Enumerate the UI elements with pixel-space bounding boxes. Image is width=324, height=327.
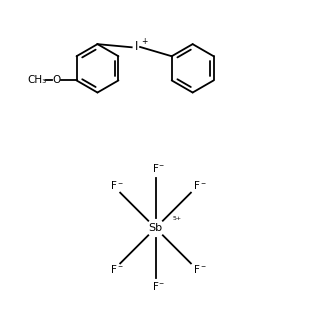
- Text: F: F: [153, 164, 158, 174]
- Text: O: O: [52, 76, 60, 85]
- Text: −: −: [159, 163, 164, 168]
- Text: −: −: [201, 180, 206, 185]
- Text: −: −: [117, 180, 122, 185]
- Text: Sb: Sb: [148, 223, 163, 233]
- Text: −: −: [159, 281, 164, 286]
- Text: I: I: [134, 40, 138, 53]
- Text: F: F: [194, 265, 200, 275]
- Text: −: −: [117, 263, 122, 268]
- Text: F: F: [194, 181, 200, 191]
- Text: F: F: [111, 265, 117, 275]
- Text: F: F: [111, 181, 117, 191]
- Text: F: F: [153, 282, 158, 292]
- Text: 5+: 5+: [172, 216, 181, 221]
- Text: CH₃: CH₃: [28, 76, 47, 85]
- Text: −: −: [201, 263, 206, 268]
- Text: +: +: [141, 37, 147, 46]
